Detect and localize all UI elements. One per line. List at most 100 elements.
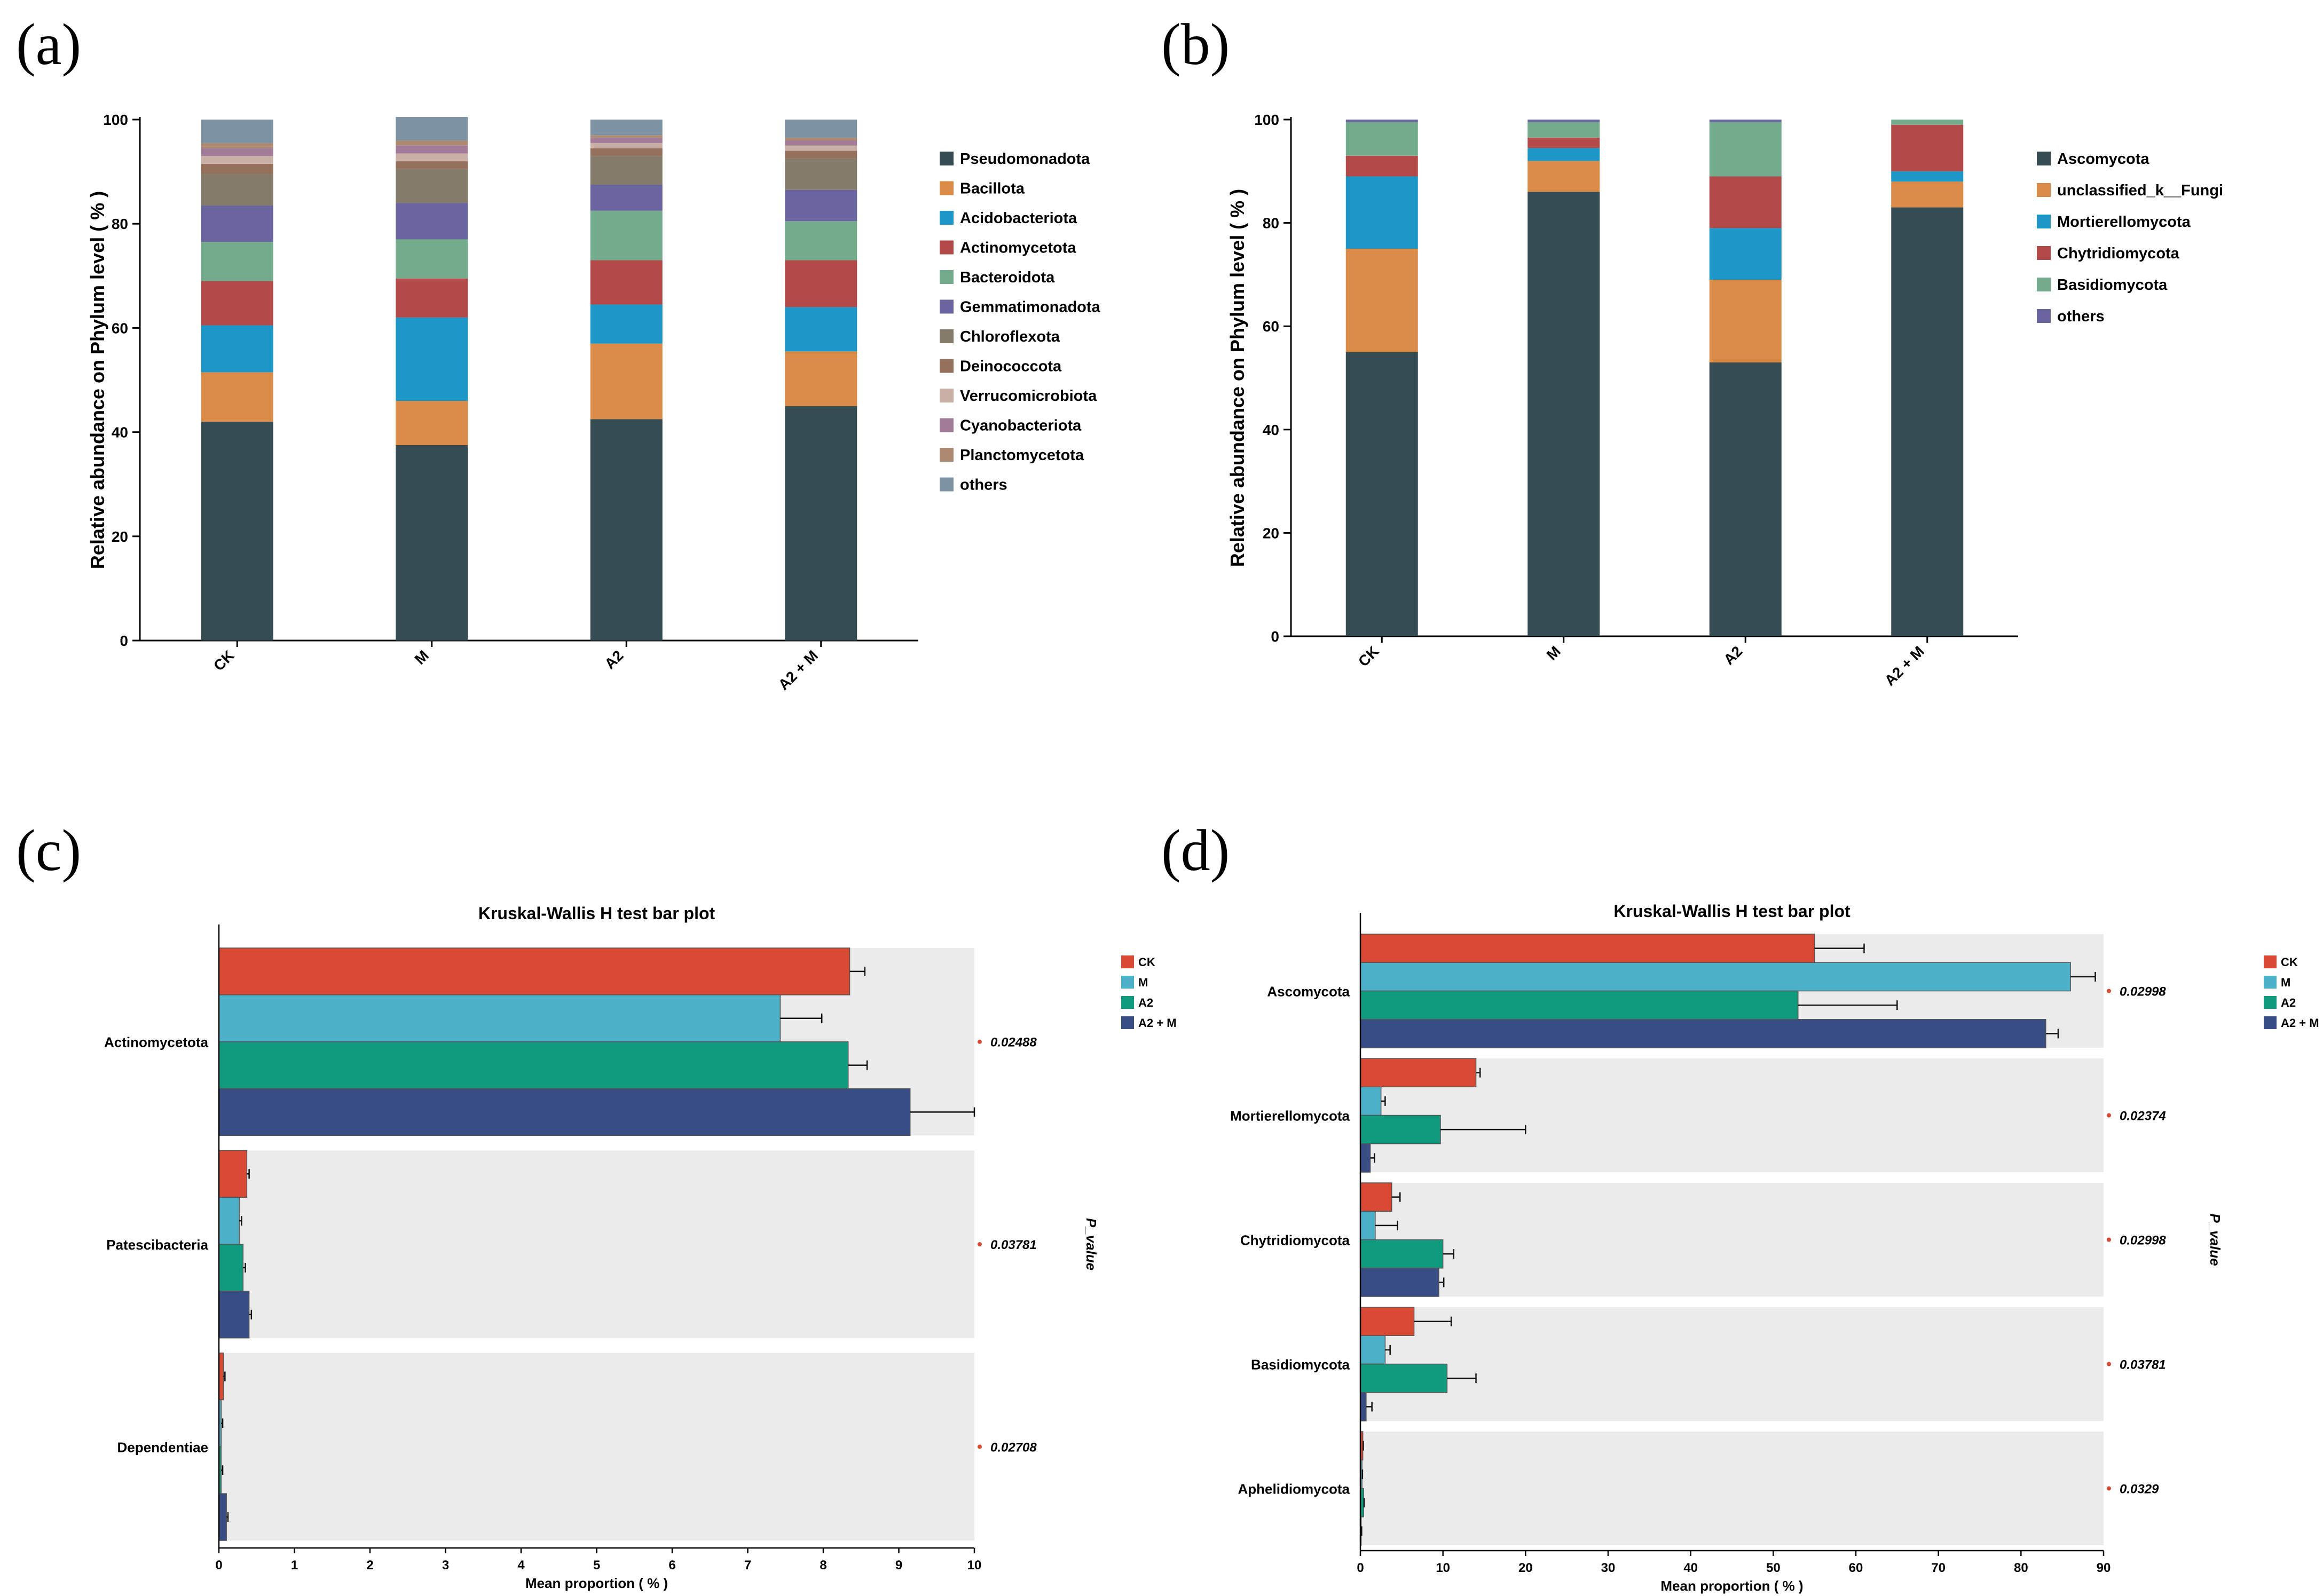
panel-a-stacked-bar-chart: 0 20 40 60 80 100 Relative abundance on Phylum…	[86, 112, 1101, 693]
bar-segment-deinococcota-ck	[201, 163, 273, 175]
plot-title: Kruskal-Wallis H test bar plot	[478, 904, 715, 923]
bar-segment-unclassified-k-fungi-m	[1527, 161, 1600, 192]
bar-segment-chytridiomycota-a2-m	[1891, 124, 1964, 171]
x-tick-label-m: M	[1544, 643, 1564, 663]
taxon-label-dependentiae: Dependentiae	[117, 1439, 209, 1455]
legend-label-a2: A2	[1138, 996, 1153, 1009]
legend-label-pseudomonadota: Pseudomonadota	[960, 151, 1090, 168]
x-tick-label: 5	[593, 1558, 600, 1573]
y-tick-label: 0	[1271, 628, 1279, 645]
bar-segment-basidiomycota-m	[1527, 122, 1600, 138]
significance-marker	[978, 1039, 982, 1044]
x-tick-label: 30	[1601, 1561, 1616, 1575]
bar-segment-gemmatimonadota-m	[396, 203, 468, 240]
bar-segment-others-a2-m	[785, 120, 857, 138]
legend-swatch-a2	[1121, 996, 1134, 1009]
y-tick-label: 40	[112, 424, 128, 441]
bar-segment-others-m	[396, 117, 468, 141]
x-tick-label: 80	[2014, 1561, 2028, 1575]
x-axis-title: Mean proportion ( % )	[525, 1575, 668, 1591]
x-tick-label: 40	[1683, 1561, 1698, 1575]
bar-segment-cyanobacteriota-m	[396, 145, 468, 154]
bar-segment-bacteroidota-a2-m	[785, 221, 857, 260]
bar-basidiomycota-ck	[1360, 1307, 1415, 1336]
bar-segment-verrucomicrobiota-a2-m	[785, 145, 857, 151]
bar-segment-ascomycota-m	[1527, 192, 1600, 636]
x-tick-label-a2-m: A2 + M	[1881, 643, 1927, 689]
bar-segment-others-m	[1527, 120, 1600, 122]
bar-chytridiomycota-ck	[1360, 1182, 1392, 1212]
bar-mortierellomycota-m	[1360, 1086, 1382, 1116]
bar-chytridiomycota-a2	[1360, 1239, 1444, 1269]
bar-segment-planctomycetota-ck	[201, 143, 273, 148]
legend-swatch-chytridiomycota	[2037, 246, 2051, 260]
bar-basidiomycota-a2	[1360, 1363, 1448, 1393]
legend-label-bacteroidota: Bacteroidota	[960, 269, 1055, 286]
bar-segment-actinomycetota-a2-m	[785, 260, 857, 307]
legend-swatch-a2-m	[1121, 1016, 1134, 1029]
taxon-label-aphelidiomycota: Aphelidiomycota	[1238, 1481, 1350, 1497]
bar-dependentiae-ck	[218, 1352, 224, 1401]
y-tick-label: 20	[1263, 525, 1279, 541]
x-tick-label: 9	[895, 1558, 902, 1573]
legend-label-a2-m: A2 + M	[1138, 1016, 1177, 1030]
legend-swatch-acidobacteriota	[940, 211, 954, 225]
bar-basidiomycota-a2-m	[1360, 1392, 1367, 1421]
bar-segment-planctomycetota-a2	[590, 135, 663, 138]
taxon-band-patescibacteria	[219, 1150, 974, 1338]
legend-label-cyanobacteriota: Cyanobacteriota	[960, 417, 1082, 434]
taxon-label-chytridiomycota: Chytridiomycota	[1240, 1232, 1350, 1249]
panel-d-kruskal-wallis-bar-plot: Kruskal-Wallis H test bar plot Ascomycota…	[1230, 902, 2319, 1594]
bar-segment-deinococcota-a2-m	[785, 151, 857, 159]
legend-label-chloroflexota: Chloroflexota	[960, 328, 1060, 345]
legend-label-a2: A2	[2281, 996, 2296, 1009]
significance-marker	[2107, 989, 2111, 993]
legend-label-acidobacteriota: Acidobacteriota	[960, 210, 1077, 227]
x-tick-label: 0	[1357, 1561, 1364, 1575]
legend-swatch-m	[2264, 976, 2277, 989]
legend-swatch-bacillota	[940, 181, 954, 195]
bar-segment-others-a2	[590, 120, 663, 136]
bar-dependentiae-a2-m	[218, 1493, 227, 1541]
legend-swatch-planctomycetota	[940, 448, 954, 462]
legend-label-others: others	[2057, 308, 2105, 325]
bar-segment-mortierellomycota-ck	[1345, 176, 1418, 249]
bar-segment-basidiomycota-a2	[1709, 122, 1782, 177]
bar-mortierellomycota-a2	[1360, 1115, 1441, 1144]
x-tick-label-a2: A2	[601, 647, 626, 672]
legend-label-actinomycetota: Actinomycetota	[960, 240, 1076, 257]
bar-segment-verrucomicrobiota-m	[396, 153, 468, 162]
bar-segment-bacillota-a2	[590, 343, 663, 420]
bar-segment-actinomycetota-a2	[590, 260, 663, 305]
bar-segment-mortierellomycota-a2-m	[1891, 171, 1964, 182]
legend-swatch-a2-m	[2264, 1016, 2277, 1029]
bar-segment-gemmatimonadota-a2	[590, 185, 663, 211]
significance-marker	[978, 1242, 982, 1246]
bar-segment-chloroflexota-m	[396, 169, 468, 203]
bar-segment-basidiomycota-a2-m	[1891, 120, 1964, 125]
legend-label-ascomycota: Ascomycota	[2057, 151, 2149, 168]
p-value-actinomycetota: 0.02488	[990, 1036, 1037, 1050]
bar-segment-ascomycota-ck	[1345, 352, 1418, 636]
bar-segment-basidiomycota-ck	[1345, 122, 1418, 156]
x-axis-title: Mean proportion ( % )	[1660, 1578, 1803, 1594]
legend-swatch-gemmatimonadota	[940, 299, 954, 314]
p-value-patescibacteria: 0.03781	[990, 1238, 1037, 1252]
bar-actinomycetota-a2	[218, 1041, 849, 1089]
bar-segment-pseudomonadota-ck	[201, 422, 273, 641]
taxon-label-ascomycota: Ascomycota	[1267, 984, 1350, 1000]
y-tick-label: 0	[120, 633, 128, 649]
bar-segment-chloroflexota-a2	[590, 156, 663, 185]
bar-segment-gemmatimonadota-a2-m	[785, 189, 857, 222]
legend-label-basidiomycota: Basidiomycota	[2057, 276, 2168, 294]
bar-segment-cyanobacteriota-a2	[590, 138, 663, 143]
x-tick-label: 60	[1849, 1561, 1863, 1575]
bar-actinomycetota-ck	[218, 947, 851, 995]
panel-label-d: (d)	[1161, 818, 1230, 883]
panel-label-a: (a)	[16, 12, 81, 77]
legend-label-m: M	[2281, 976, 2290, 989]
panel-c-kruskal-wallis-bar-plot: Kruskal-Wallis H test bar plot Actinomyce…	[104, 904, 1177, 1591]
x-tick-label: 90	[2097, 1561, 2111, 1575]
bar-chytridiomycota-m	[1360, 1211, 1376, 1241]
bar-segment-bacteroidota-a2	[590, 210, 663, 260]
